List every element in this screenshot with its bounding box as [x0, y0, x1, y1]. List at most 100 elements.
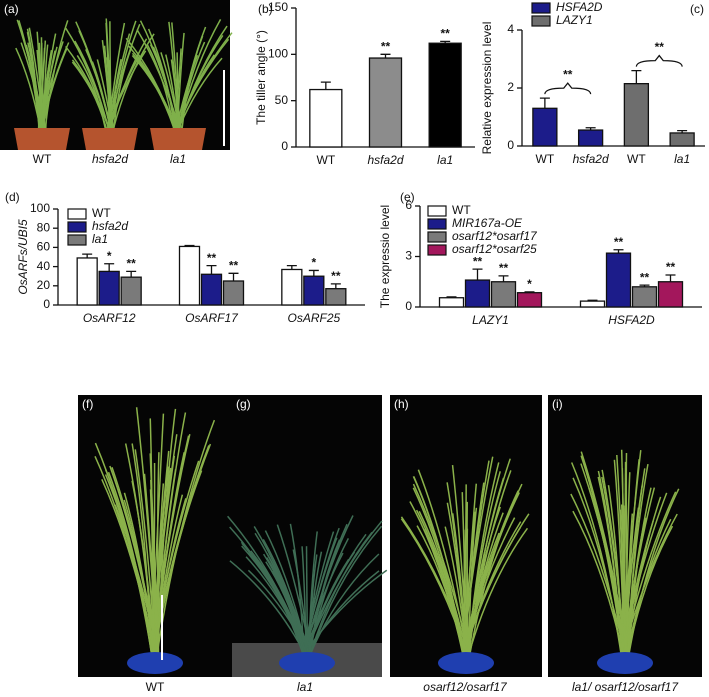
- bar: [669, 132, 695, 147]
- bar: [438, 297, 465, 308]
- legend-label: WT: [92, 206, 111, 220]
- bar: [605, 252, 632, 308]
- error-bar: [104, 263, 115, 272]
- plant-leaf: [151, 435, 190, 656]
- bar: [532, 107, 558, 147]
- x-tick-label: la1: [437, 153, 453, 167]
- y-tick-label: 0: [43, 297, 50, 311]
- bar: [631, 286, 658, 308]
- bar: [178, 245, 201, 306]
- plant-leaf: [308, 554, 318, 656]
- pot: [279, 652, 335, 674]
- panel-label: (a): [4, 2, 19, 16]
- plant-leaf: [139, 20, 180, 133]
- panel-label: (f): [82, 397, 93, 411]
- x-tick-label: LAZY1: [472, 313, 509, 327]
- plant-leaf: [125, 37, 177, 133]
- annotation: **: [563, 67, 573, 81]
- y-tick-label: 40: [37, 259, 51, 273]
- plant-leaf: [176, 19, 222, 133]
- bar: [623, 83, 650, 147]
- plant-leaf: [468, 507, 478, 656]
- plant-leaf: [302, 537, 338, 656]
- pot: [150, 128, 206, 150]
- plant-leaf: [101, 40, 113, 133]
- photo-caption: hsfa2d: [92, 152, 128, 166]
- plant-leaf: [628, 488, 680, 656]
- error-bar: [587, 299, 598, 302]
- significance-label: *: [527, 277, 532, 291]
- photo-caption: la1: [297, 680, 313, 694]
- plant-leaf: [462, 511, 476, 656]
- photo-caption: WT: [146, 680, 165, 694]
- bracket: [544, 82, 592, 95]
- plant-leaf: [131, 52, 176, 133]
- panel-label: (b): [258, 2, 273, 16]
- y-tick-label: 60: [37, 240, 51, 254]
- x-tick-label: hsfa2d: [573, 152, 609, 166]
- significance-label: **: [207, 251, 217, 265]
- legend-label: MIR167a-OE: [452, 216, 523, 230]
- plant-leaf: [109, 20, 137, 133]
- bar: [579, 300, 606, 308]
- bracket: [635, 54, 683, 67]
- error-bar: [524, 291, 535, 293]
- error-bar: [126, 270, 137, 278]
- significance-label: **: [473, 254, 483, 268]
- error-bar: [228, 272, 239, 281]
- error-bar: [446, 296, 457, 298]
- y-tick-label: 3: [405, 249, 412, 263]
- plant-leaf: [107, 471, 153, 656]
- plant-leaf: [253, 555, 308, 656]
- bar: [490, 281, 517, 308]
- plant-leaf: [176, 25, 228, 133]
- bar: [200, 273, 223, 306]
- error-bar: [206, 264, 217, 275]
- plant-leaf: [75, 21, 113, 133]
- significance-label: **: [126, 257, 136, 271]
- plant-leaf: [469, 483, 523, 656]
- legend-label: la1: [92, 232, 108, 246]
- x-tick-label: OsARF17: [185, 311, 239, 325]
- significance-label: **: [614, 235, 624, 249]
- y-tick-label: 100: [268, 47, 288, 61]
- significance-label: *: [311, 256, 316, 270]
- legend-label: hsfa2d: [92, 219, 128, 233]
- y-tick-label: 0: [507, 138, 514, 152]
- plant-leaf: [417, 469, 469, 656]
- significance-label: **: [640, 270, 650, 284]
- error-bar: [380, 53, 391, 59]
- legend-label: HSFA2D: [556, 0, 603, 14]
- error-bar: [308, 269, 319, 277]
- error-bar: [440, 40, 451, 44]
- y-tick-label: 100: [30, 201, 50, 215]
- plant-leaf: [418, 510, 468, 656]
- plant-leaf: [15, 47, 42, 133]
- photo-caption: osarf12/osarf17: [423, 680, 508, 694]
- y-tick-label: 4: [507, 22, 514, 36]
- bar: [303, 275, 325, 306]
- plant-leaf: [152, 463, 156, 656]
- panel-label: (i): [552, 397, 563, 411]
- plant-leaf: [262, 538, 309, 656]
- plant-leaf: [111, 33, 155, 133]
- plant-leaf: [25, 44, 45, 133]
- plant-leaf: [41, 33, 57, 133]
- bar: [281, 268, 303, 306]
- x-tick-label: la1: [674, 152, 690, 166]
- legend-swatch: [67, 221, 87, 233]
- y-tick-label: 2: [507, 80, 514, 94]
- plant-leaf: [265, 561, 305, 656]
- significance-label: **: [381, 40, 391, 54]
- plant-leaf: [307, 531, 318, 656]
- bar: [577, 129, 604, 147]
- panel-label: (e): [400, 190, 415, 204]
- legend-swatch: [531, 2, 551, 14]
- pot: [127, 652, 183, 674]
- error-bar: [631, 69, 642, 84]
- legend-label: LAZY1: [556, 13, 593, 27]
- plant-leaf: [616, 454, 627, 656]
- bar: [368, 57, 403, 148]
- x-tick-label: WT: [627, 152, 646, 166]
- y-axis-label: The tiller angle (°): [254, 30, 268, 125]
